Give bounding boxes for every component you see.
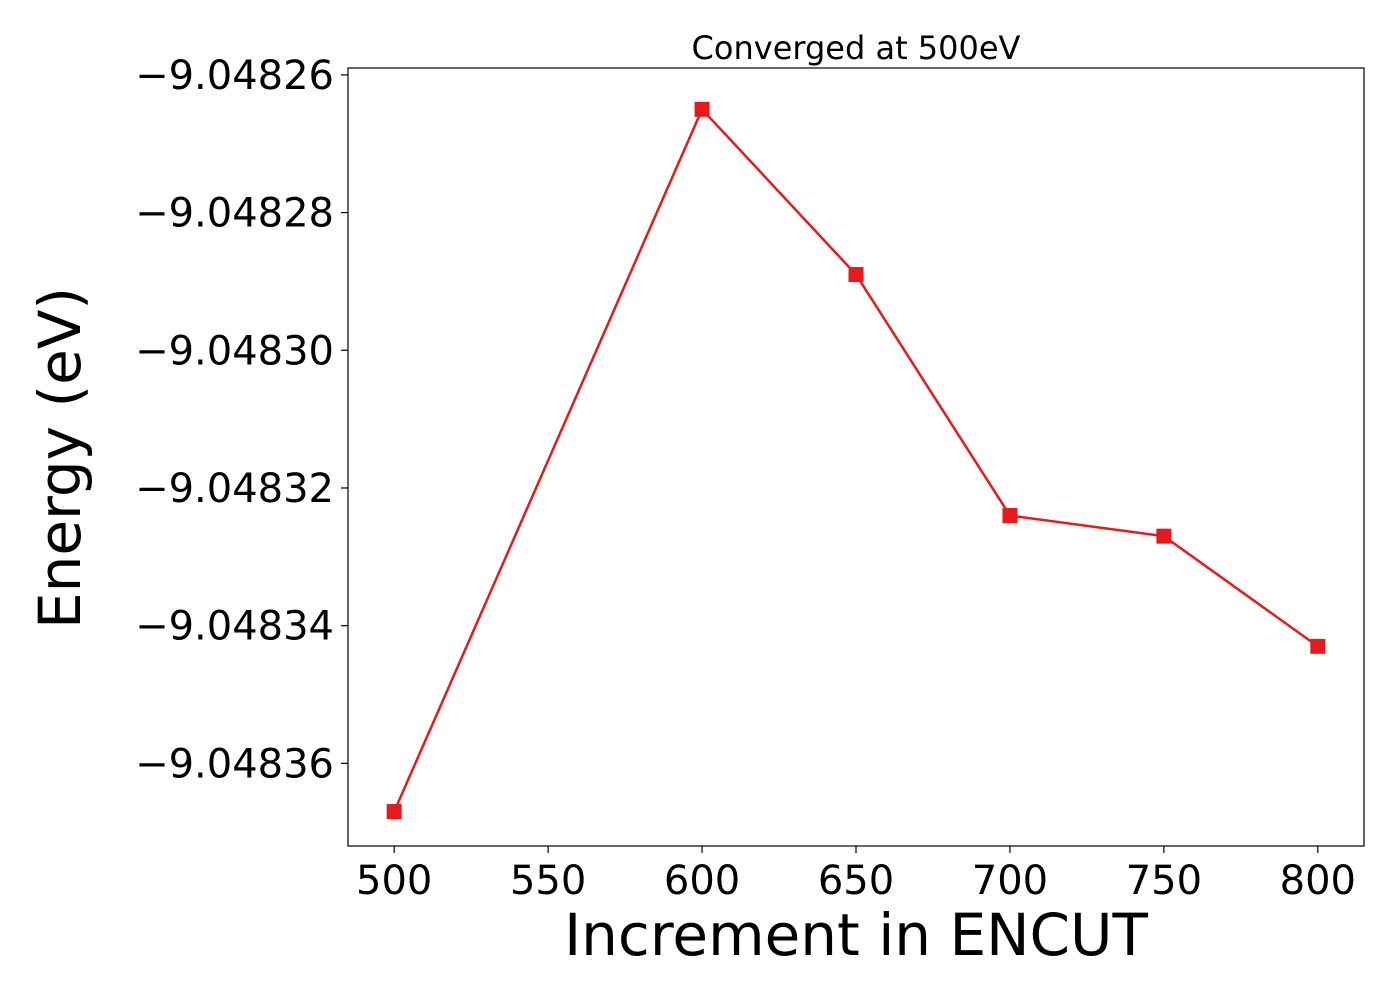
x-tick-label: 650 [818, 858, 894, 904]
data-point-marker [1156, 528, 1172, 544]
y-tick-label: −9.04830 [135, 328, 334, 374]
x-tick-label: 550 [510, 858, 586, 904]
data-point-marker [386, 804, 402, 820]
y-axis-title: Energy (eV) [26, 287, 94, 629]
y-tick-label: −9.04832 [135, 466, 334, 512]
data-point-marker [1002, 508, 1018, 524]
x-tick-label: 750 [1126, 858, 1202, 904]
y-tick-label: −9.04836 [135, 741, 334, 787]
chart-title: Converged at 500eV [692, 29, 1021, 67]
x-tick-label: 500 [356, 858, 432, 904]
plot-area: 500 550 600 650 700 750 800 −9.04826 −9.04828 −9.… [135, 53, 1365, 904]
x-axis-title: Increment in ENCUT [564, 901, 1148, 969]
x-tick-label: 600 [664, 858, 740, 904]
x-tick-label: 800 [1280, 858, 1356, 904]
x-tick-label: 700 [972, 858, 1048, 904]
y-tick-label: −9.04834 [135, 604, 334, 650]
data-point-marker [694, 101, 710, 117]
data-point-marker [1310, 638, 1326, 654]
y-tick-label: −9.04826 [135, 53, 334, 99]
series-line [393, 107, 1319, 813]
y-tick-label: −9.04828 [135, 191, 334, 237]
data-point-marker [848, 267, 864, 283]
